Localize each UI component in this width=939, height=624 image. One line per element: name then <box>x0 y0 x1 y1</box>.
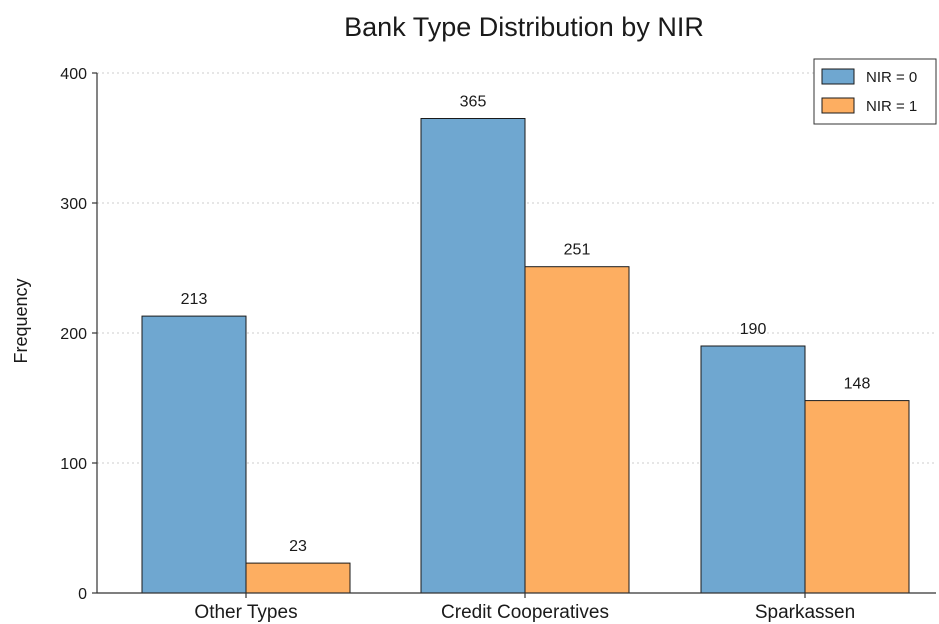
y-tick-label: 200 <box>60 326 87 343</box>
x-tick-label: Credit Cooperatives <box>441 602 609 623</box>
y-tick-label: 0 <box>78 586 87 603</box>
legend-swatch-nir-0 <box>821 68 855 85</box>
y-tick-label: 400 <box>60 66 87 83</box>
y-tick-label: 100 <box>60 456 87 473</box>
chart-title: Bank Type Distribution by NIR <box>344 12 704 42</box>
data-label: 148 <box>844 376 871 393</box>
bar-nir-1 <box>524 266 630 594</box>
bars: 213 365 190 23 251 148 <box>141 94 910 594</box>
bar-nir-0 <box>420 118 526 594</box>
bar-nir-0 <box>700 345 806 594</box>
data-label: 23 <box>289 538 307 555</box>
legend-swatch-nir-1 <box>821 97 855 114</box>
data-label: 213 <box>181 291 208 308</box>
legend: NIR = 0 NIR = 1 <box>813 58 937 125</box>
x-tick-label: Other Types <box>194 602 297 623</box>
data-label: 365 <box>460 94 487 111</box>
y-tick-label: 300 <box>60 196 87 213</box>
legend-label-nir-1: NIR = 1 <box>866 98 917 115</box>
axes: 0 100 200 300 400 Other Types Credit Cooperati… <box>60 66 936 623</box>
legend-label-nir-0: NIR = 0 <box>866 69 917 86</box>
bar-nir-0 <box>141 315 247 594</box>
data-label: 190 <box>740 321 767 338</box>
y-axis-label: Frequency <box>11 278 31 363</box>
x-tick-label: Sparkassen <box>755 602 855 623</box>
data-label: 251 <box>564 242 591 259</box>
bar-nir-1 <box>245 562 351 594</box>
bar-nir-1 <box>804 400 910 594</box>
